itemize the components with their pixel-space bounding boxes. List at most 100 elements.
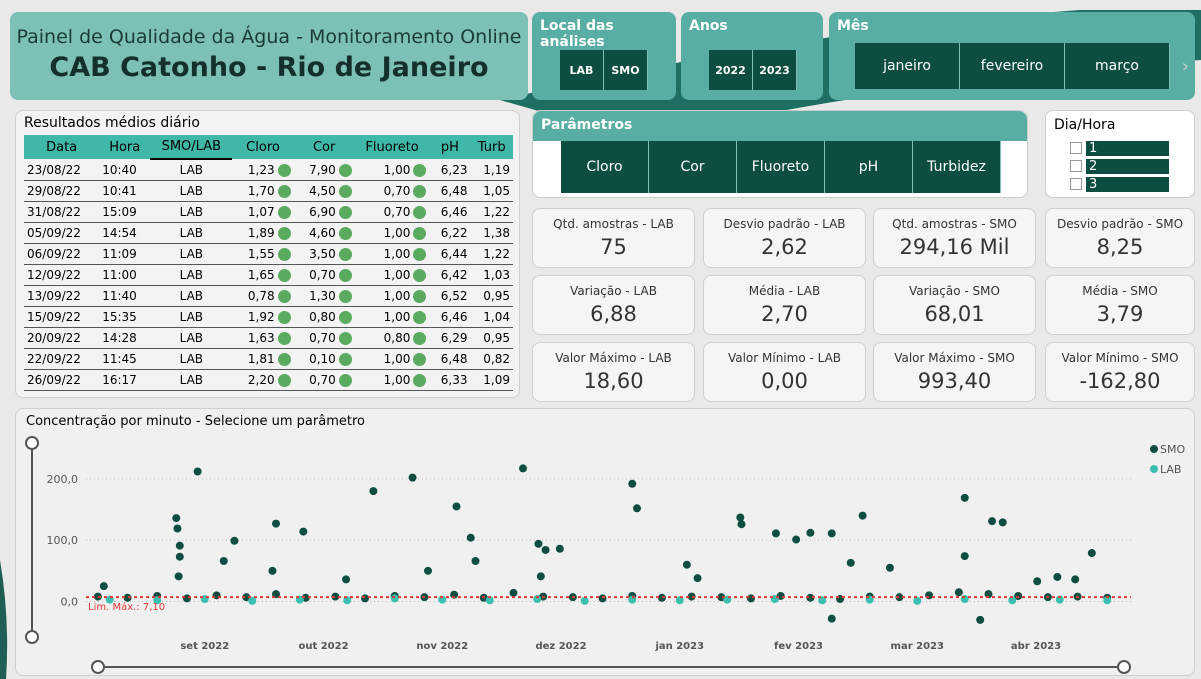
data-point [628,479,637,488]
slicer-option[interactable]: Cloro [561,141,649,193]
x-tick-label: fev 2023 [774,641,823,652]
next-arrow[interactable]: › [1181,56,1189,77]
kpi-card: Valor Mínimo - SMO -162,80 [1045,342,1195,402]
table-row: 20/09/22 14:28 LAB 1,63 0,70 0,80 6,29 0,95 [24,327,513,349]
slicer-option[interactable]: 2022 [709,50,753,90]
check-icon [413,163,427,177]
data-point [471,557,480,566]
cell-text: 1,09 [483,373,510,387]
slider-handle[interactable] [91,660,105,674]
check-icon [277,206,291,219]
table-cell: 1,09 [470,369,513,391]
kpi-value: 2,62 [761,235,808,259]
data-point [342,575,351,584]
slicer-option[interactable]: LAB [560,50,604,90]
table-cell: 6,23 [429,159,471,181]
data-point [1087,549,1096,558]
table-row: 26/09/22 16:17 LAB 2,20 0,70 1,00 6,33 1,09 [24,369,513,391]
table-cell: 11:45 [99,348,151,370]
data-point [248,596,257,605]
slicer-title: Anos [689,18,728,34]
table-cell: 7,90 [293,159,355,181]
table-cell: 1,00 [354,348,430,370]
data-point [299,527,308,536]
cell-text: 1,00 [383,247,411,261]
slider-handle[interactable] [25,630,39,644]
cell-text: 11:09 [102,247,137,261]
table-cell: 1,00 [354,285,430,307]
table-cell: 6,22 [429,222,471,244]
data-point [598,594,607,603]
cell-text: 1,70 [247,184,275,198]
slicer-option[interactable]: Turbidez [913,141,1001,193]
check-icon [338,248,352,261]
slicer-option[interactable]: Fluoreto [737,141,825,193]
cell-text: 1,19 [483,162,510,177]
slicer-option[interactable]: 3 [1062,175,1194,193]
table-cell: 1,04 [470,306,513,328]
data-point [792,535,801,544]
cell-text: LAB [179,352,204,366]
data-point [173,524,182,533]
slicer-option[interactable]: Cor [649,141,737,193]
data-point [657,593,666,602]
table-title: Resultados médios diário [24,115,200,131]
cell-text: 10:40 [102,162,137,177]
y-tick-label: 200,0 [47,473,79,486]
table: Data Hora SMO/LAB Cloro Cor Fluoreto pH Turb 23/… [24,135,513,391]
option-label: 1 [1086,140,1169,156]
slicer-option[interactable]: 2023 [753,50,797,90]
data-point [93,592,102,601]
slider-handle[interactable] [25,436,39,450]
check-icon [338,185,352,198]
data-point [1103,596,1112,605]
table-cell: 1,00 [354,222,430,244]
cell-text: 1,00 [383,373,411,387]
check-icon [277,353,291,366]
data-point [954,588,963,597]
data-point [219,557,228,566]
slicer-option[interactable]: março [1065,43,1170,89]
cell-text: 15:35 [102,310,137,324]
kpi-card: Média - SMO 3,79 [1045,275,1195,335]
cell-text: 0,70 [309,373,336,387]
slicer-option[interactable]: 2 [1062,157,1194,175]
data-point [913,596,922,605]
cell-text: 7,90 [309,162,336,177]
cell-text: 31/08/22 [27,205,81,219]
data-point [172,514,181,523]
slider-handle[interactable] [1117,660,1131,674]
x-tick-label: mar 2023 [891,641,944,652]
data-point [99,582,108,591]
data-point [736,513,745,522]
table-cell: 0,82 [470,348,513,370]
data-point [1071,575,1080,584]
table-cell: 1,22 [470,201,513,223]
cell-text: 6,48 [440,184,468,198]
table-row: 31/08/22 15:09 LAB 1,07 6,90 0,70 6,46 1,22 [24,201,513,223]
cell-text: LAB [179,331,204,345]
checkbox [1070,178,1082,190]
data-point [580,596,589,605]
cell-text: 0,70 [309,268,336,282]
table-cell: 0,80 [293,306,355,328]
slicer-option[interactable]: janeiro [855,43,960,89]
data-point [984,590,993,599]
slicer-option[interactable]: 1 [1062,139,1194,157]
data-point [519,464,527,473]
slicer-option[interactable]: fevereiro [960,43,1065,89]
x-tick-label: nov 2022 [416,641,468,652]
cell-text: 3,50 [309,247,336,261]
slicer-option[interactable]: pH [825,141,913,193]
check-icon [338,353,352,366]
table-cell: 0,70 [354,180,430,202]
slicer-option[interactable]: SMO [604,50,648,90]
kpi-label: Média - SMO [1082,284,1158,298]
cell-text: 13/09/22 [27,289,81,303]
kpi-label: Valor Mínimo - LAB [727,351,842,365]
cell-text: 1,65 [247,268,275,282]
data-point [536,572,545,581]
kpi-label: Valor Máximo - SMO [894,351,1015,365]
kpi-value: 3,79 [1096,302,1144,326]
kpi-card: Média - LAB 2,70 [703,275,866,335]
